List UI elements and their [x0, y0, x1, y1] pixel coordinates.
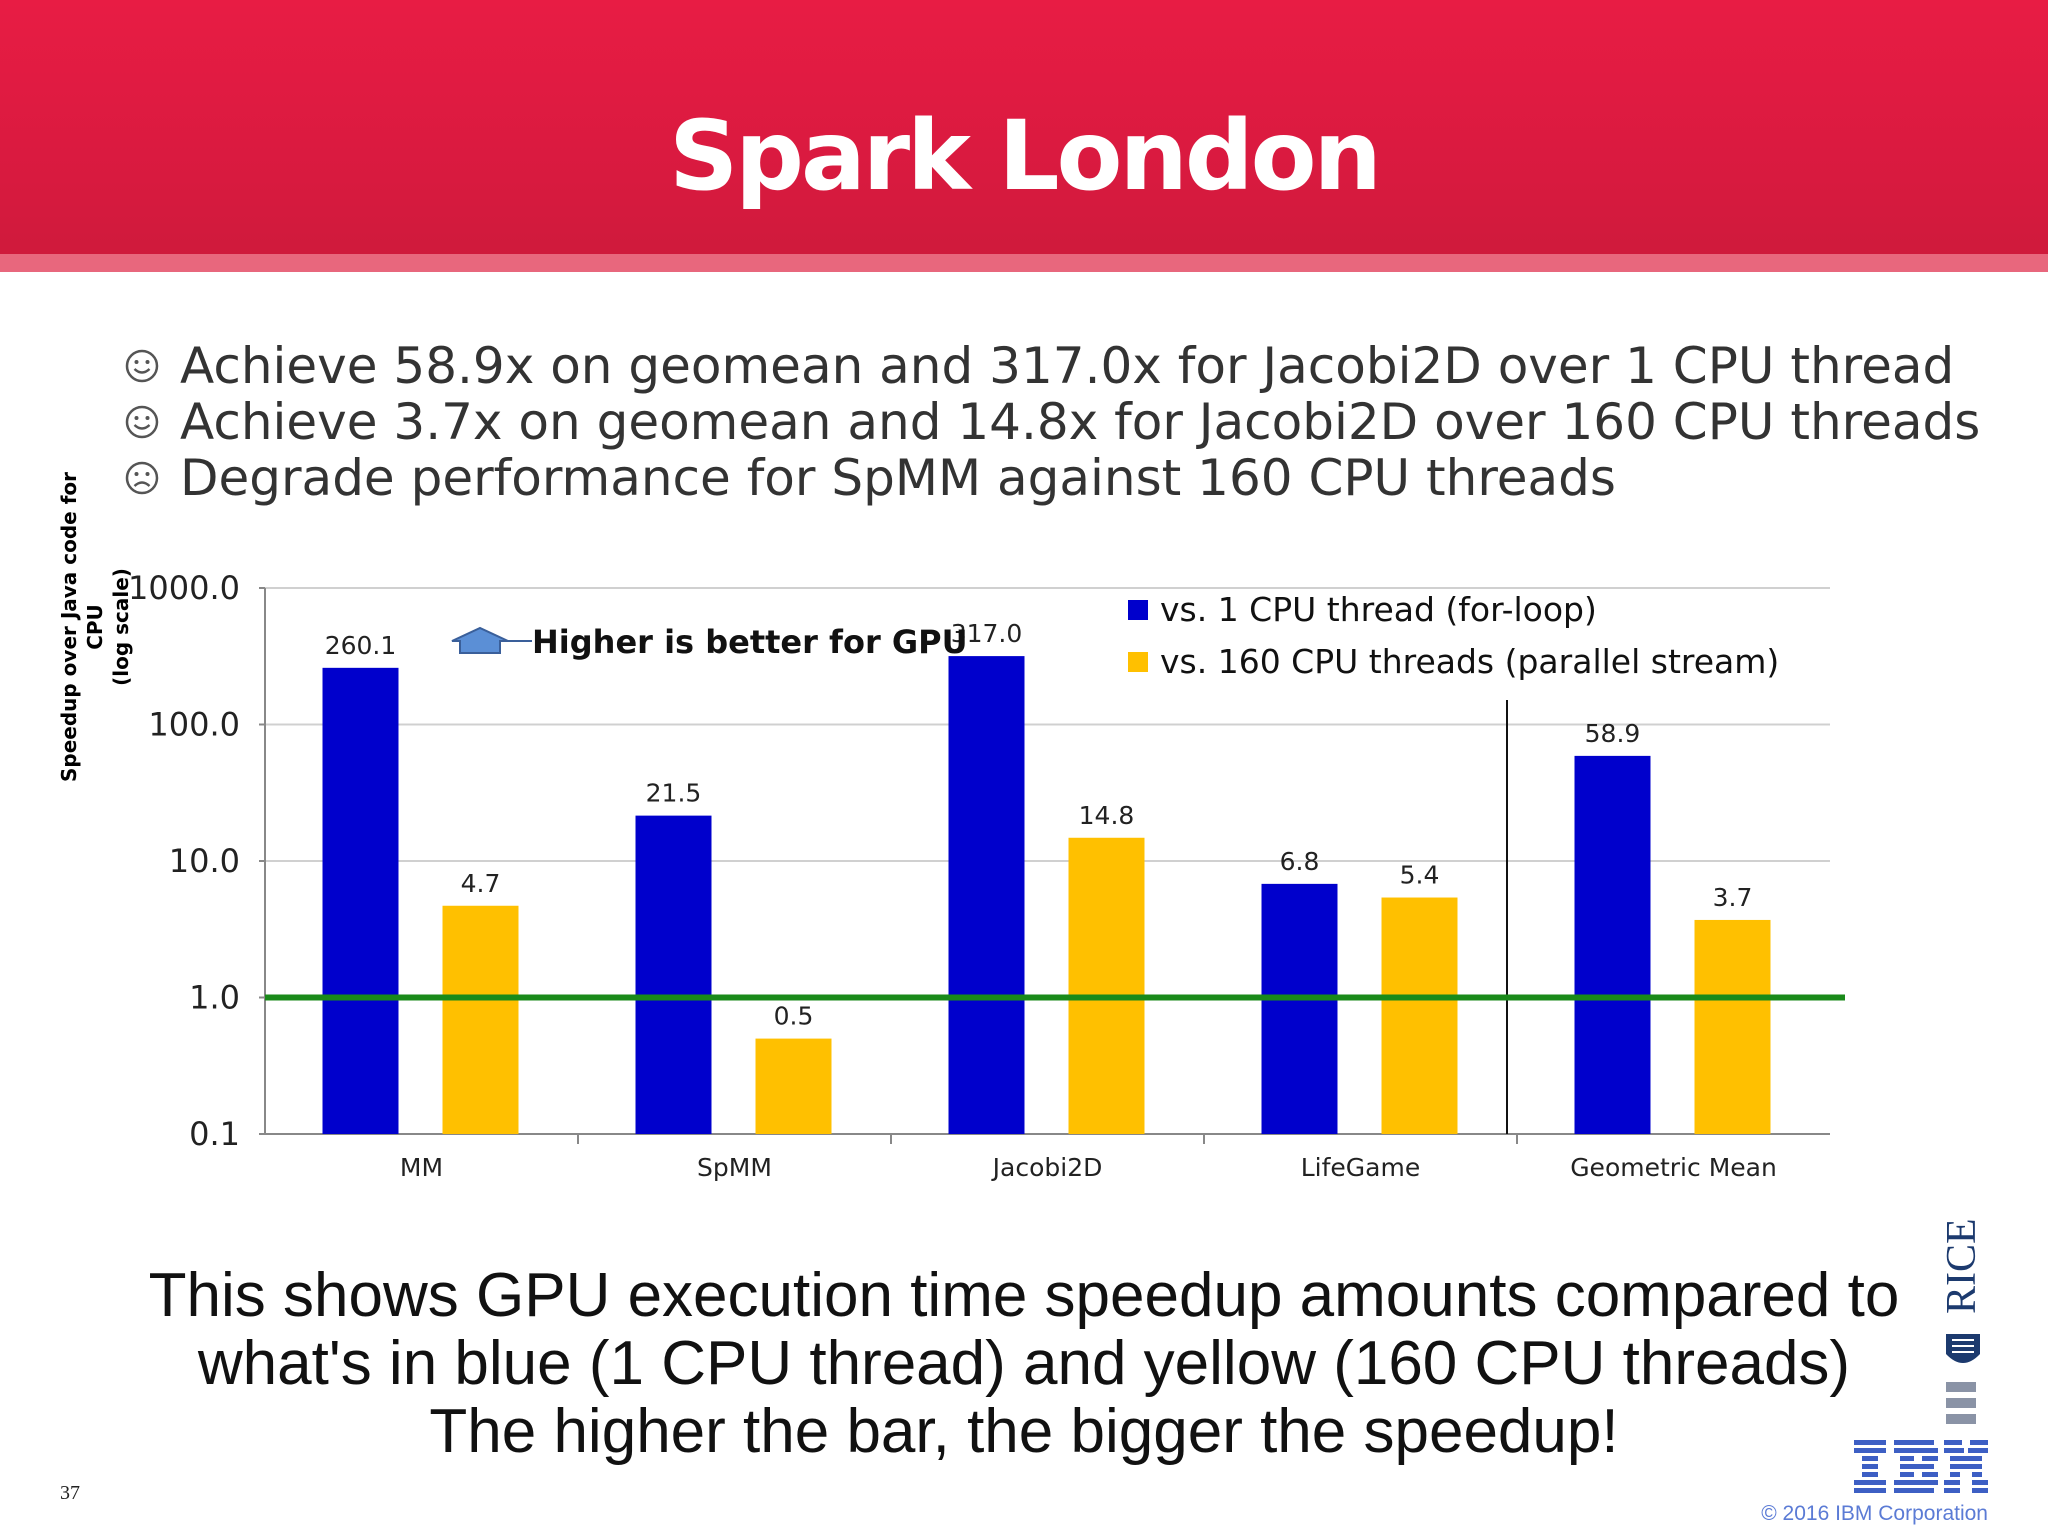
bullet-text: Achieve 3.7x on geomean and 14.8x for Ja…	[180, 393, 1981, 451]
x-tick-label: MM	[400, 1153, 443, 1182]
copyright: © 2016 IBM Corporation	[1761, 1502, 1988, 1525]
bar-1-cpu-thread	[322, 667, 399, 1134]
data-label: 58.9	[1585, 719, 1641, 748]
up-arrow-icon	[451, 626, 509, 654]
title-banner	[0, 0, 2048, 254]
data-label: 260.1	[325, 631, 397, 660]
ibm-logo	[1854, 1440, 1988, 1493]
smiley-icon	[125, 405, 159, 439]
frowny-icon	[125, 461, 159, 495]
x-tick-label: LifeGame	[1301, 1153, 1420, 1182]
caption: This shows GPU execution time speedup am…	[0, 1262, 2048, 1466]
legend-label: vs. 1 CPU thread (for-loop)	[1160, 590, 1597, 629]
y-tick-label: 1000.0	[128, 569, 240, 607]
caption-line3: The higher the bar, the bigger the speed…	[429, 1397, 1619, 1466]
data-label: 4.7	[461, 869, 501, 898]
bar-160-cpu-threads	[1694, 919, 1771, 1134]
title-banner-strip	[0, 254, 2048, 272]
smiley-icon	[125, 349, 159, 383]
annotation-text: Higher is better for GPU	[532, 623, 968, 661]
data-label: 0.5	[774, 1002, 814, 1031]
rice-logo-text: RICE	[1939, 1218, 1985, 1314]
rice-shield-icon	[1946, 1334, 1980, 1424]
data-label: 21.5	[646, 779, 702, 808]
caption-line2: what's in blue (1 CPU thread) and yellow…	[197, 1329, 1851, 1398]
bullet-item: Achieve 3.7x on geomean and 14.8x for Ja…	[124, 393, 2024, 451]
bullet-item: Achieve 58.9x on geomean and 317.0x for …	[124, 337, 2024, 395]
legend-swatch	[1128, 600, 1148, 620]
bullet-list: Achieve 58.9x on geomean and 317.0x for …	[124, 337, 2024, 507]
speedup-bar-chart: 0.1 1.0 10.0 100.0 1000.0 MM 260.1 4.7 SpMM 21.5 0…	[128, 569, 1845, 1182]
y-tick-label: 0.1	[189, 1115, 240, 1153]
data-label: 14.8	[1079, 801, 1135, 830]
ibm-rice-logo: RICE	[1938, 1218, 1988, 1472]
bar-1-cpu-thread	[1574, 755, 1651, 1134]
bar-160-cpu-threads	[1381, 897, 1458, 1134]
bar-160-cpu-threads	[1068, 837, 1145, 1134]
y-tick-label: 1.0	[189, 979, 240, 1017]
x-tick-label: SpMM	[697, 1153, 772, 1182]
caption-line1: This shows GPU execution time speedup am…	[148, 1261, 1900, 1330]
slide-title: Spark London	[669, 100, 1382, 212]
data-label: 317.0	[951, 619, 1023, 648]
data-label: 3.7	[1713, 883, 1753, 912]
bullet-item: Degrade performance for SpMM against 160…	[124, 449, 2024, 507]
bar-1-cpu-thread	[635, 815, 712, 1134]
legend-swatch	[1128, 652, 1148, 672]
y-tick-label: 100.0	[148, 706, 240, 744]
page-number: 37	[60, 1482, 80, 1504]
bullet-text: Degrade performance for SpMM against 160…	[180, 449, 1616, 507]
legend-label: vs. 160 CPU threads (parallel stream)	[1160, 642, 1779, 681]
y-tick-label: 10.0	[169, 842, 240, 880]
bar-1-cpu-thread	[948, 656, 1025, 1134]
x-tick-label: Jacobi2D	[991, 1153, 1103, 1182]
bullet-text: Achieve 58.9x on geomean and 317.0x for …	[180, 337, 1955, 395]
data-label: 6.8	[1280, 847, 1320, 876]
bar-160-cpu-threads	[442, 905, 519, 1134]
data-label: 5.4	[1400, 861, 1440, 890]
x-tick-label: Geometric Mean	[1570, 1153, 1777, 1182]
bar-160-cpu-threads	[755, 1038, 832, 1134]
bar-1-cpu-thread	[1261, 883, 1338, 1134]
